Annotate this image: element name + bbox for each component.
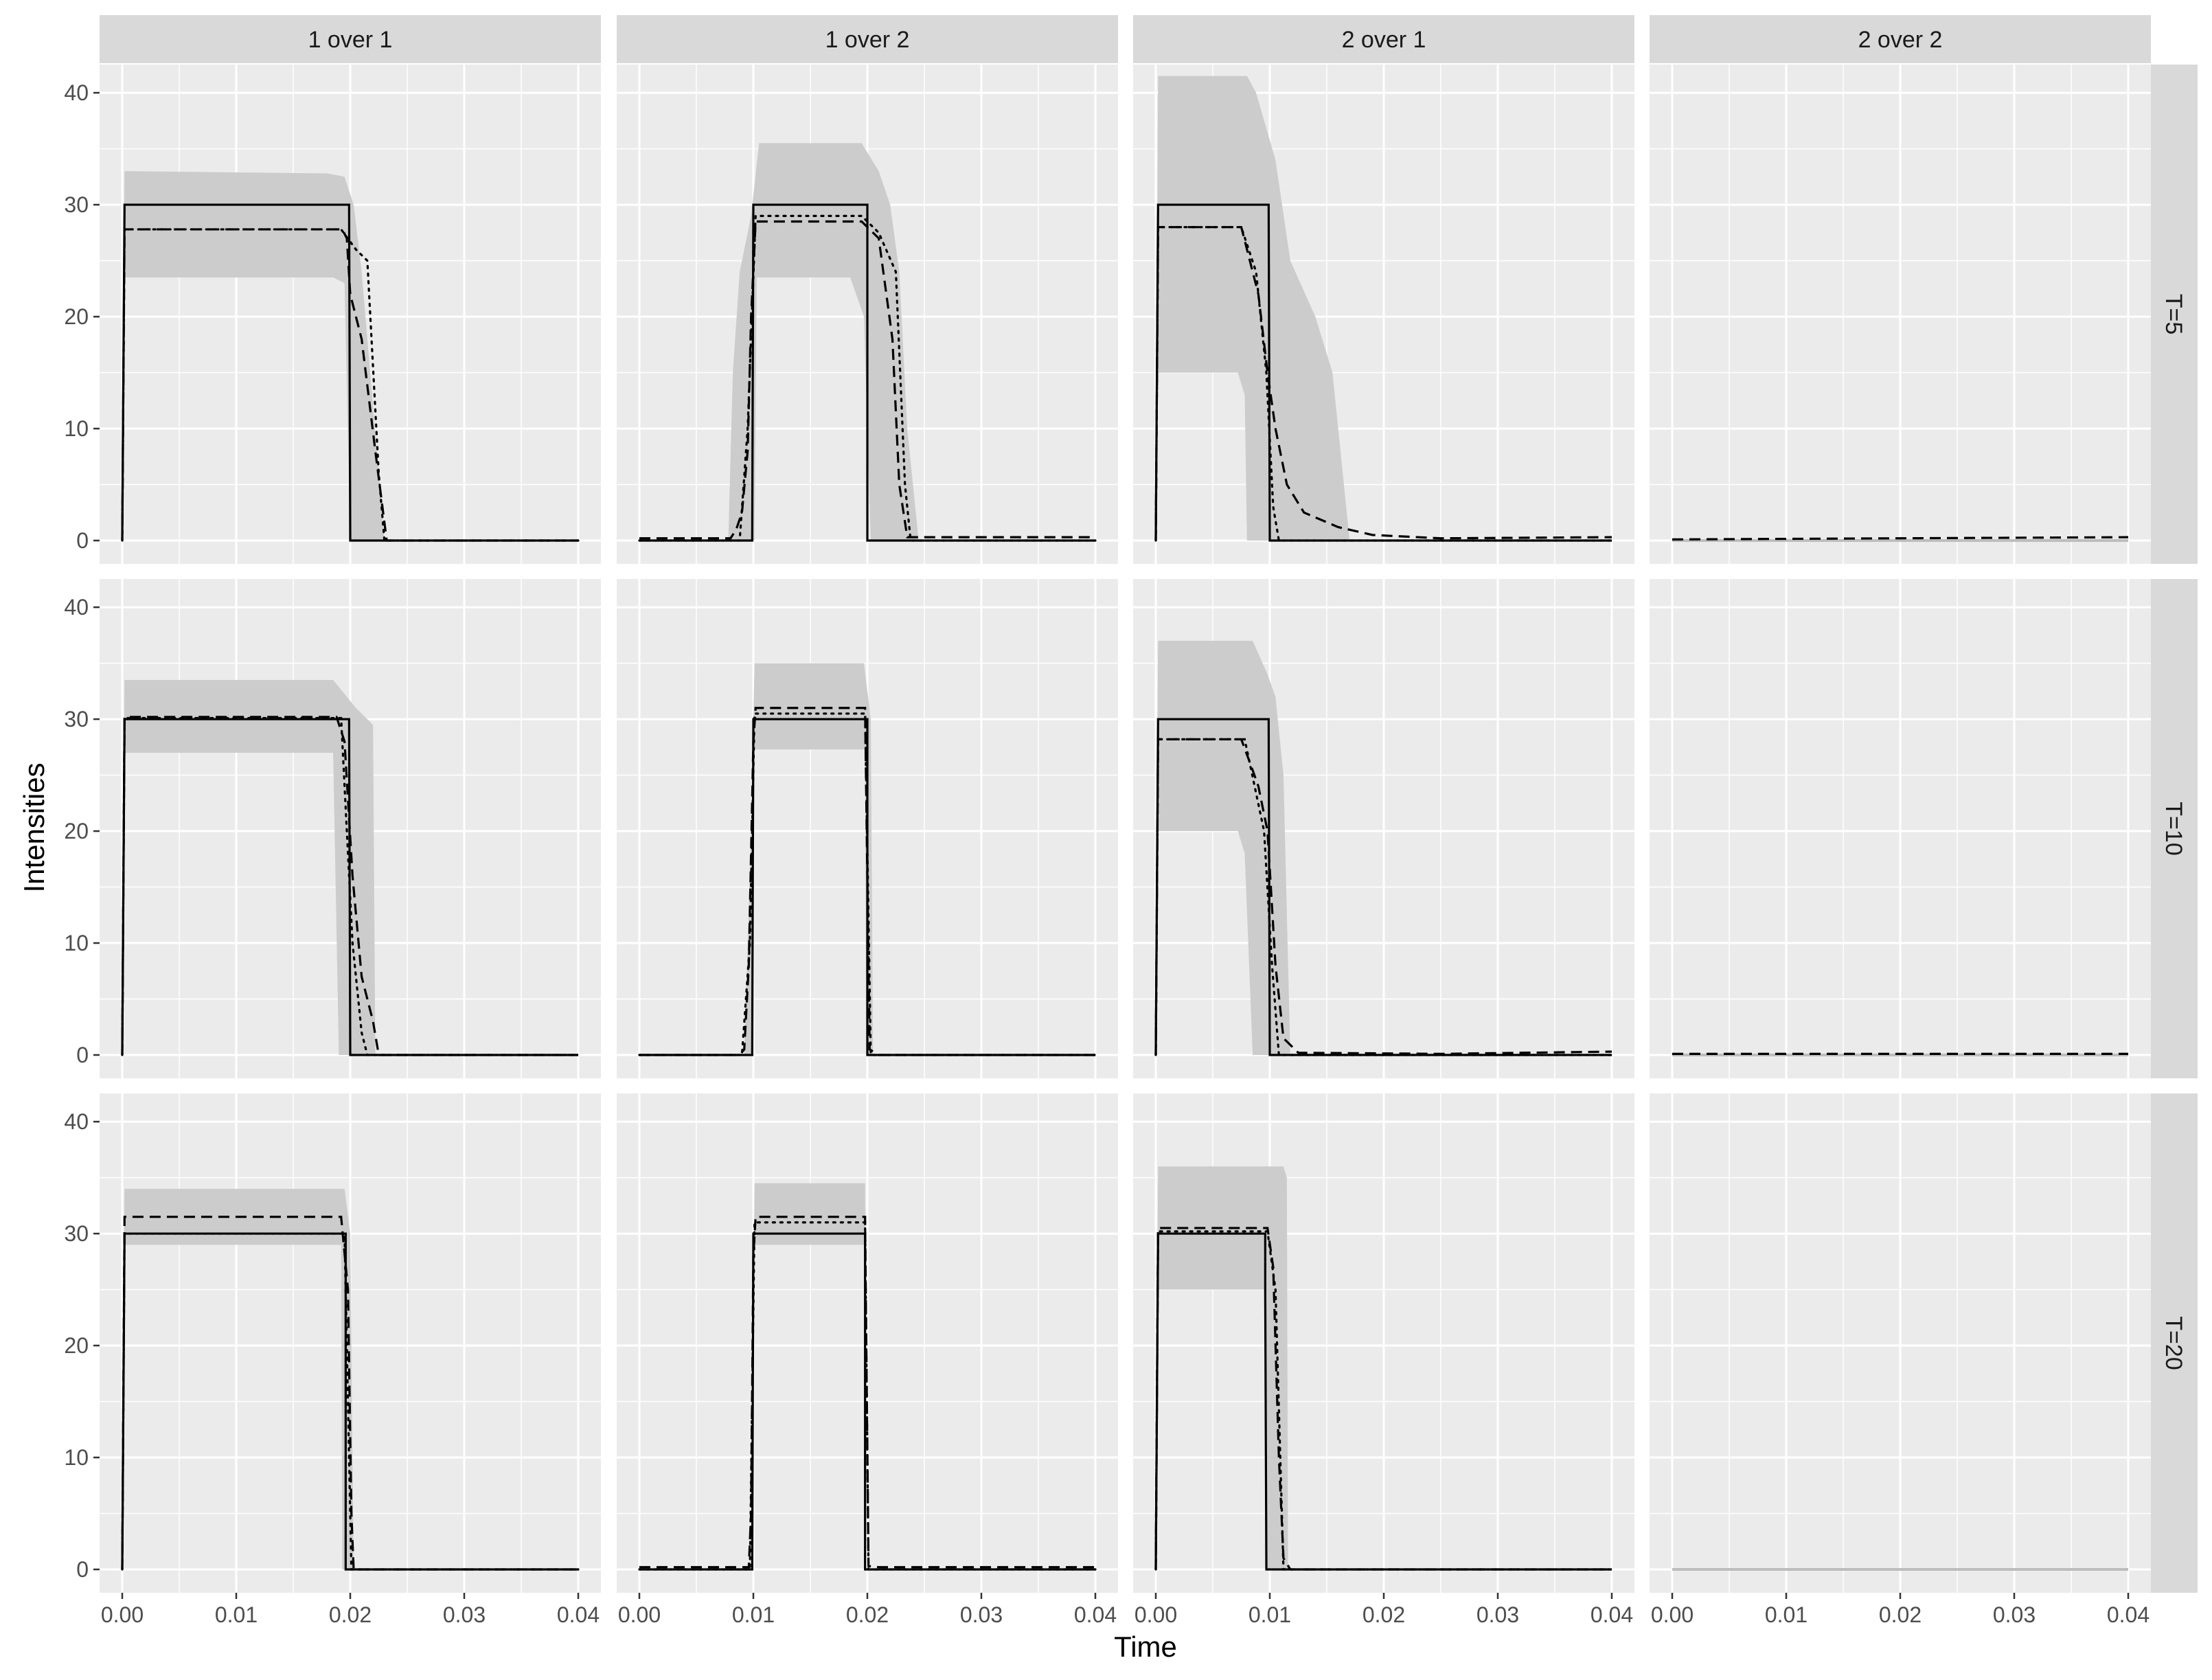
x-axis-title: Time [1114,1631,1177,1663]
y-tick-label: 10 [64,1445,89,1470]
panel-data-1-2 [1154,640,1613,1056]
y-tick-label: 10 [64,931,89,955]
series-line-dashed [121,228,578,542]
series-line-solid [639,1232,1095,1571]
x-tick-label: 0.04 [2107,1602,2150,1627]
row-strip [2151,1093,2198,1593]
y-tick-label: 40 [64,1109,89,1134]
column-strip-label: 2 over 1 [1342,27,1426,53]
y-axis-title: Intensities [18,762,50,892]
x-tick-label: 0.02 [329,1602,372,1627]
panel-data-1-1 [638,663,1097,1056]
y-tick-label: 20 [64,304,89,329]
x-tick-label: 0.03 [443,1602,486,1627]
series-line-dotted [1154,738,1613,1056]
x-tick-label: 0.02 [1362,1602,1405,1627]
panel-data-0-0 [121,171,580,542]
y-tick-label: 40 [64,595,89,620]
panel-1-3 [1650,579,2151,1078]
x-tick-label: 0.03 [960,1602,1003,1627]
x-tick-label: 0.00 [618,1602,661,1627]
series-line-dotted [638,1221,1097,1571]
panels-layer [100,65,2151,1593]
y-tick-label: 0 [76,1557,89,1582]
column-strip [100,15,601,63]
x-tick-label: 0.03 [1993,1602,2036,1627]
column-strip-label: 1 over 2 [825,27,910,53]
panel-data-0-2 [1154,76,1613,542]
y-tick-label: 20 [64,819,89,843]
column-strip [617,15,1118,63]
panel-data-1-3 [1672,1052,2128,1056]
x-tick-label: 0.00 [1134,1602,1177,1627]
row-strip [2151,579,2198,1078]
series-line-dotted [121,716,580,1056]
x-tick-label: 0.02 [846,1602,889,1627]
y-tick-label: 30 [64,1221,89,1246]
panel-data-2-0 [121,1188,580,1571]
panel-0-3 [1650,65,2151,564]
series-line-dotted [1154,1230,1613,1571]
series-line-dashed [1672,536,2129,541]
y-tick-label: 40 [64,80,89,105]
panel-data-0-3 [1672,536,2129,542]
column-strips: 1 over 1 1 over 2 2 over 1 2 over 2 [100,15,2151,63]
series-line-dashed [1154,1227,1612,1571]
y-tick-label: 20 [64,1333,89,1358]
column-strip-label: 2 over 2 [1858,27,1943,53]
x-tick-label: 0.03 [1476,1602,1519,1627]
x-tick-label: 0.00 [1651,1602,1694,1627]
series-line-dotted [121,1232,580,1571]
y-tick-label: 30 [64,707,89,731]
column-strip [1133,15,1634,63]
series-line-dashed [1154,226,1612,541]
series-line-dotted [121,228,580,542]
row-strip [2151,65,2198,564]
y-axis-ticks: 0 10 20 30 40 0 10 20 30 40 0 10 20 30 40 [64,80,100,1582]
x-tick-label: 0.04 [1074,1602,1117,1627]
y-tick-label: 0 [76,1043,89,1067]
panel-data-2-2 [1154,1166,1613,1571]
panel-data-1-0 [121,680,580,1056]
x-tick-label: 0.04 [557,1602,600,1627]
y-tick-label: 10 [64,416,89,441]
x-tick-label: 0.01 [1765,1602,1808,1627]
x-tick-label: 0.01 [1248,1602,1291,1627]
x-tick-label: 0.00 [101,1602,144,1627]
x-tick-label: 0.01 [732,1602,775,1627]
series-line-dotted [638,214,1097,542]
column-strip [1650,15,2151,63]
series-line-dotted [1154,226,1613,542]
panel-2-3 [1650,1093,2151,1593]
series-line-solid [639,203,1095,542]
column-strip-label: 1 over 1 [308,27,393,53]
x-tick-label: 0.04 [1590,1602,1633,1627]
x-tick-label: 0.01 [215,1602,258,1627]
panel-data-0-1 [638,143,1097,542]
y-tick-label: 30 [64,192,89,217]
row-strip-label: T=20 [2160,1316,2187,1370]
row-strips: T=5 T=10 T=20 [2151,65,2198,1593]
y-tick-label: 0 [76,528,89,553]
row-strip-label: T=10 [2160,802,2187,855]
x-tick-label: 0.02 [1879,1602,1922,1627]
series-line-dashed [121,1216,578,1571]
row-strip-label: T=5 [2160,294,2187,335]
confidence-band [1156,1166,1612,1569]
series-line-dashed [121,716,578,1056]
x-axis-ticks: 0.00 0.01 0.02 0.03 0.04 0.00 0.01 0.02 0.03 0.04… [101,1593,2150,1627]
panel-data-2-1 [638,1183,1097,1571]
